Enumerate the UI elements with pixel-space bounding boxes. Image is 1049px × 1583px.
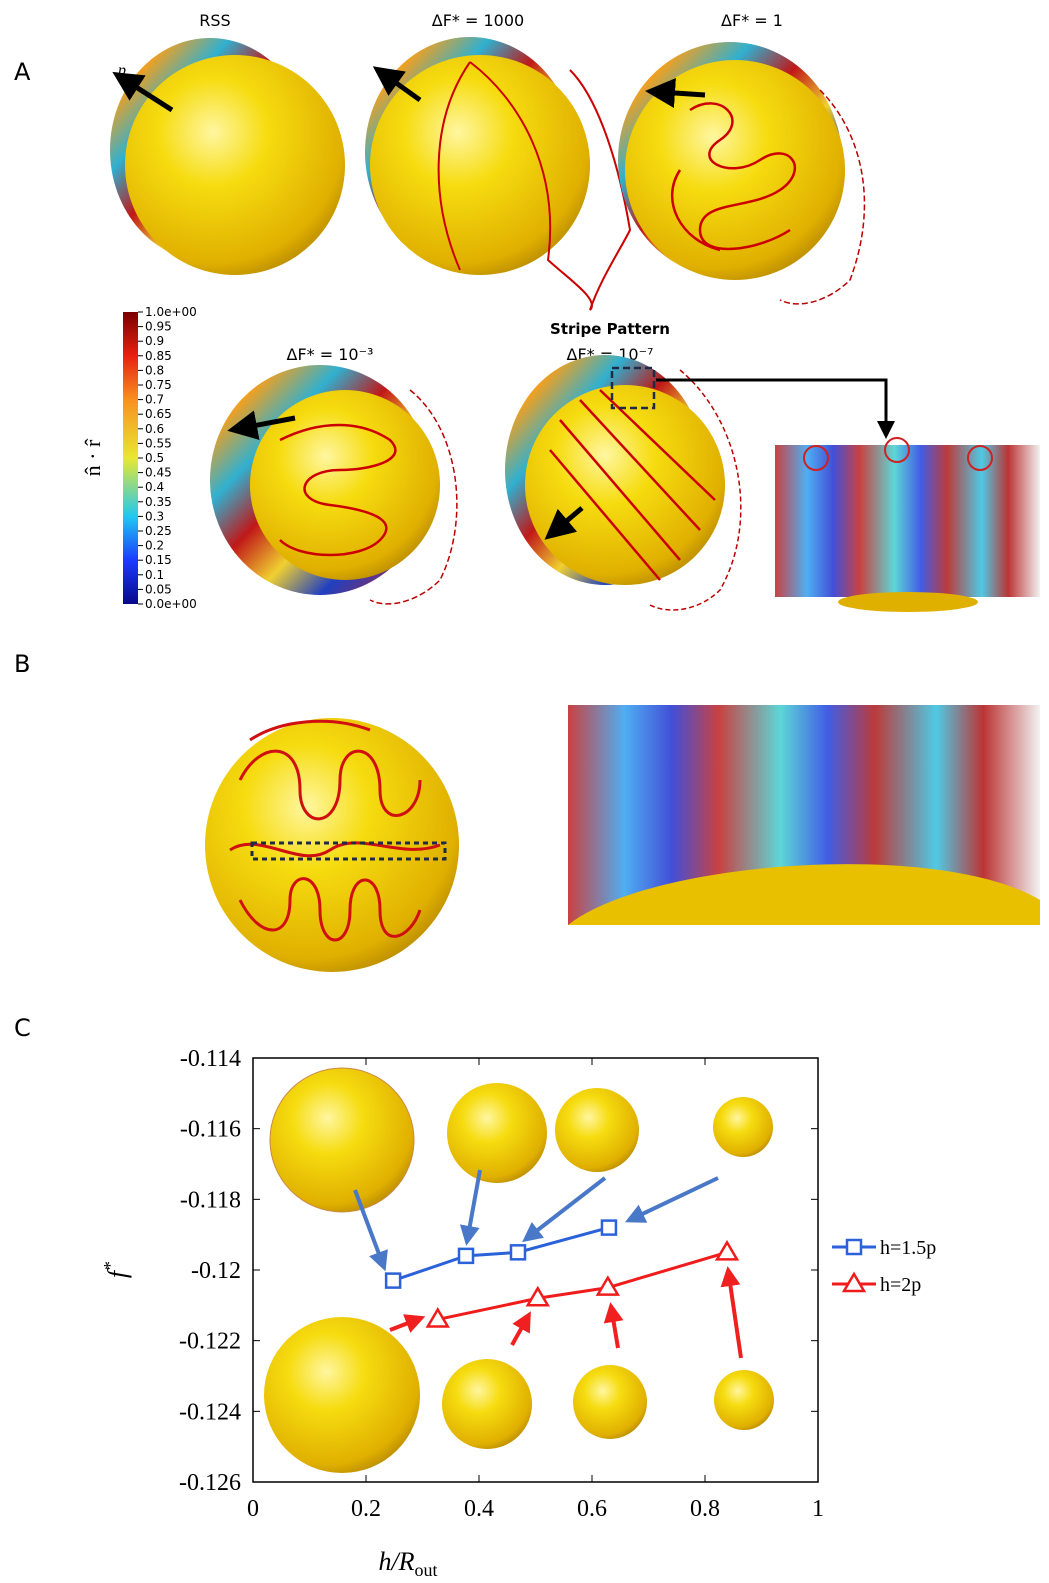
y-tick-label: -0.12 bbox=[191, 1258, 241, 1284]
x-tick-label: 0.4 bbox=[464, 1496, 494, 1522]
colorbar-tick-label: 0.45 bbox=[145, 466, 172, 480]
point bbox=[459, 1249, 473, 1263]
y-tick-label: -0.116 bbox=[180, 1117, 241, 1143]
chart: h/Rout f* -0.126 -0.124 -0.122 -0.12 -0.118 -… bbox=[100, 1046, 936, 1580]
sphere-rss bbox=[110, 38, 345, 275]
sphere-1 bbox=[618, 42, 864, 304]
x-label-sub: out bbox=[415, 1560, 438, 1580]
colorbar-tick-label: 0.5 bbox=[145, 451, 164, 465]
legend-label: h=1.5p bbox=[880, 1237, 936, 1259]
y-tick-label: -0.126 bbox=[179, 1470, 241, 1496]
colorbar-tick-label: 0.35 bbox=[145, 495, 172, 509]
y-tick-label: -0.118 bbox=[180, 1187, 241, 1213]
colorbar-tick-label: 0.65 bbox=[145, 407, 172, 421]
x-tick-label: 0.2 bbox=[351, 1496, 381, 1522]
colorbar-tick-label: 0.6 bbox=[145, 422, 164, 436]
panel-label: B bbox=[14, 650, 30, 678]
point bbox=[717, 1242, 737, 1259]
colorbar: n̂ · r̂ 1.0e+000.950.90.850.80.750.70.65… bbox=[80, 305, 197, 611]
colorbar-tick-label: 1.0e+00 bbox=[145, 305, 197, 319]
legend-label: h=2p bbox=[880, 1274, 921, 1296]
title: Stripe Pattern bbox=[550, 320, 670, 338]
colorbar-tick-label: 0.25 bbox=[145, 524, 172, 538]
colorbar-tick-label: 0.95 bbox=[145, 320, 172, 334]
figure: A B C RSS ΔF* = 1000 ΔF* = 1 ΔF* = 10⁻³ … bbox=[0, 0, 1049, 1583]
x-tick-label: 1 bbox=[812, 1496, 824, 1522]
colorbar-tick-label: 0.8 bbox=[145, 363, 164, 377]
point bbox=[386, 1274, 400, 1288]
point bbox=[602, 1221, 616, 1235]
vector-label: p⃗ bbox=[117, 62, 138, 79]
x-tick-label: 0.8 bbox=[690, 1496, 720, 1522]
colorbar-tick-label: 0.85 bbox=[145, 349, 172, 363]
colorbar-tick-label: 0.0e+00 bbox=[145, 597, 197, 611]
panel-label: C bbox=[14, 1014, 31, 1042]
colorbar-tick-label: 0.2 bbox=[145, 539, 164, 553]
inset-a bbox=[775, 438, 1040, 612]
colorbar-tick-label: 0.9 bbox=[145, 334, 164, 348]
sphere-1e-3 bbox=[210, 365, 457, 604]
y-tick-label: -0.124 bbox=[179, 1399, 241, 1425]
x-tick-label: 0.6 bbox=[577, 1496, 607, 1522]
colorbar-tick-label: 0.75 bbox=[145, 378, 172, 392]
x-axis-label: h/Rout bbox=[378, 1547, 437, 1580]
panel-label: A bbox=[14, 58, 31, 86]
colorbar-tick-label: 0.4 bbox=[145, 480, 164, 494]
y-label-sup: * bbox=[100, 1262, 120, 1271]
colorbar-tick-label: 0.1 bbox=[145, 568, 164, 582]
y-axis-label: f* bbox=[100, 1262, 132, 1278]
sphere-1000 bbox=[365, 37, 630, 310]
title: ΔF* = 10⁻³ bbox=[287, 345, 374, 364]
colorbar-tick-label: 0.55 bbox=[145, 436, 172, 450]
y-tick-label: -0.114 bbox=[180, 1046, 241, 1072]
title: ΔF* = 1000 bbox=[432, 11, 524, 30]
panel-b bbox=[205, 705, 1040, 972]
title: RSS bbox=[199, 11, 230, 30]
x-tick-label: 0 bbox=[247, 1496, 259, 1522]
colorbar-tick-label: 0.15 bbox=[145, 553, 172, 567]
y-tick-label: -0.122 bbox=[179, 1329, 241, 1355]
series-line bbox=[438, 1252, 727, 1319]
colorbar-label: n̂ · r̂ bbox=[80, 438, 105, 476]
x-label-main: h/R bbox=[378, 1547, 414, 1576]
point bbox=[511, 1245, 525, 1259]
legend-marker bbox=[847, 1240, 861, 1254]
colorbar-scale bbox=[123, 312, 138, 604]
colorbar-tick-label: 0.7 bbox=[145, 393, 164, 407]
colorbar-tick-label: 0.3 bbox=[145, 509, 164, 523]
colorbar-tick-label: 0.05 bbox=[145, 582, 172, 596]
title: ΔF* = 1 bbox=[721, 11, 783, 30]
decorations bbox=[264, 1068, 774, 1473]
series-line bbox=[393, 1228, 609, 1281]
